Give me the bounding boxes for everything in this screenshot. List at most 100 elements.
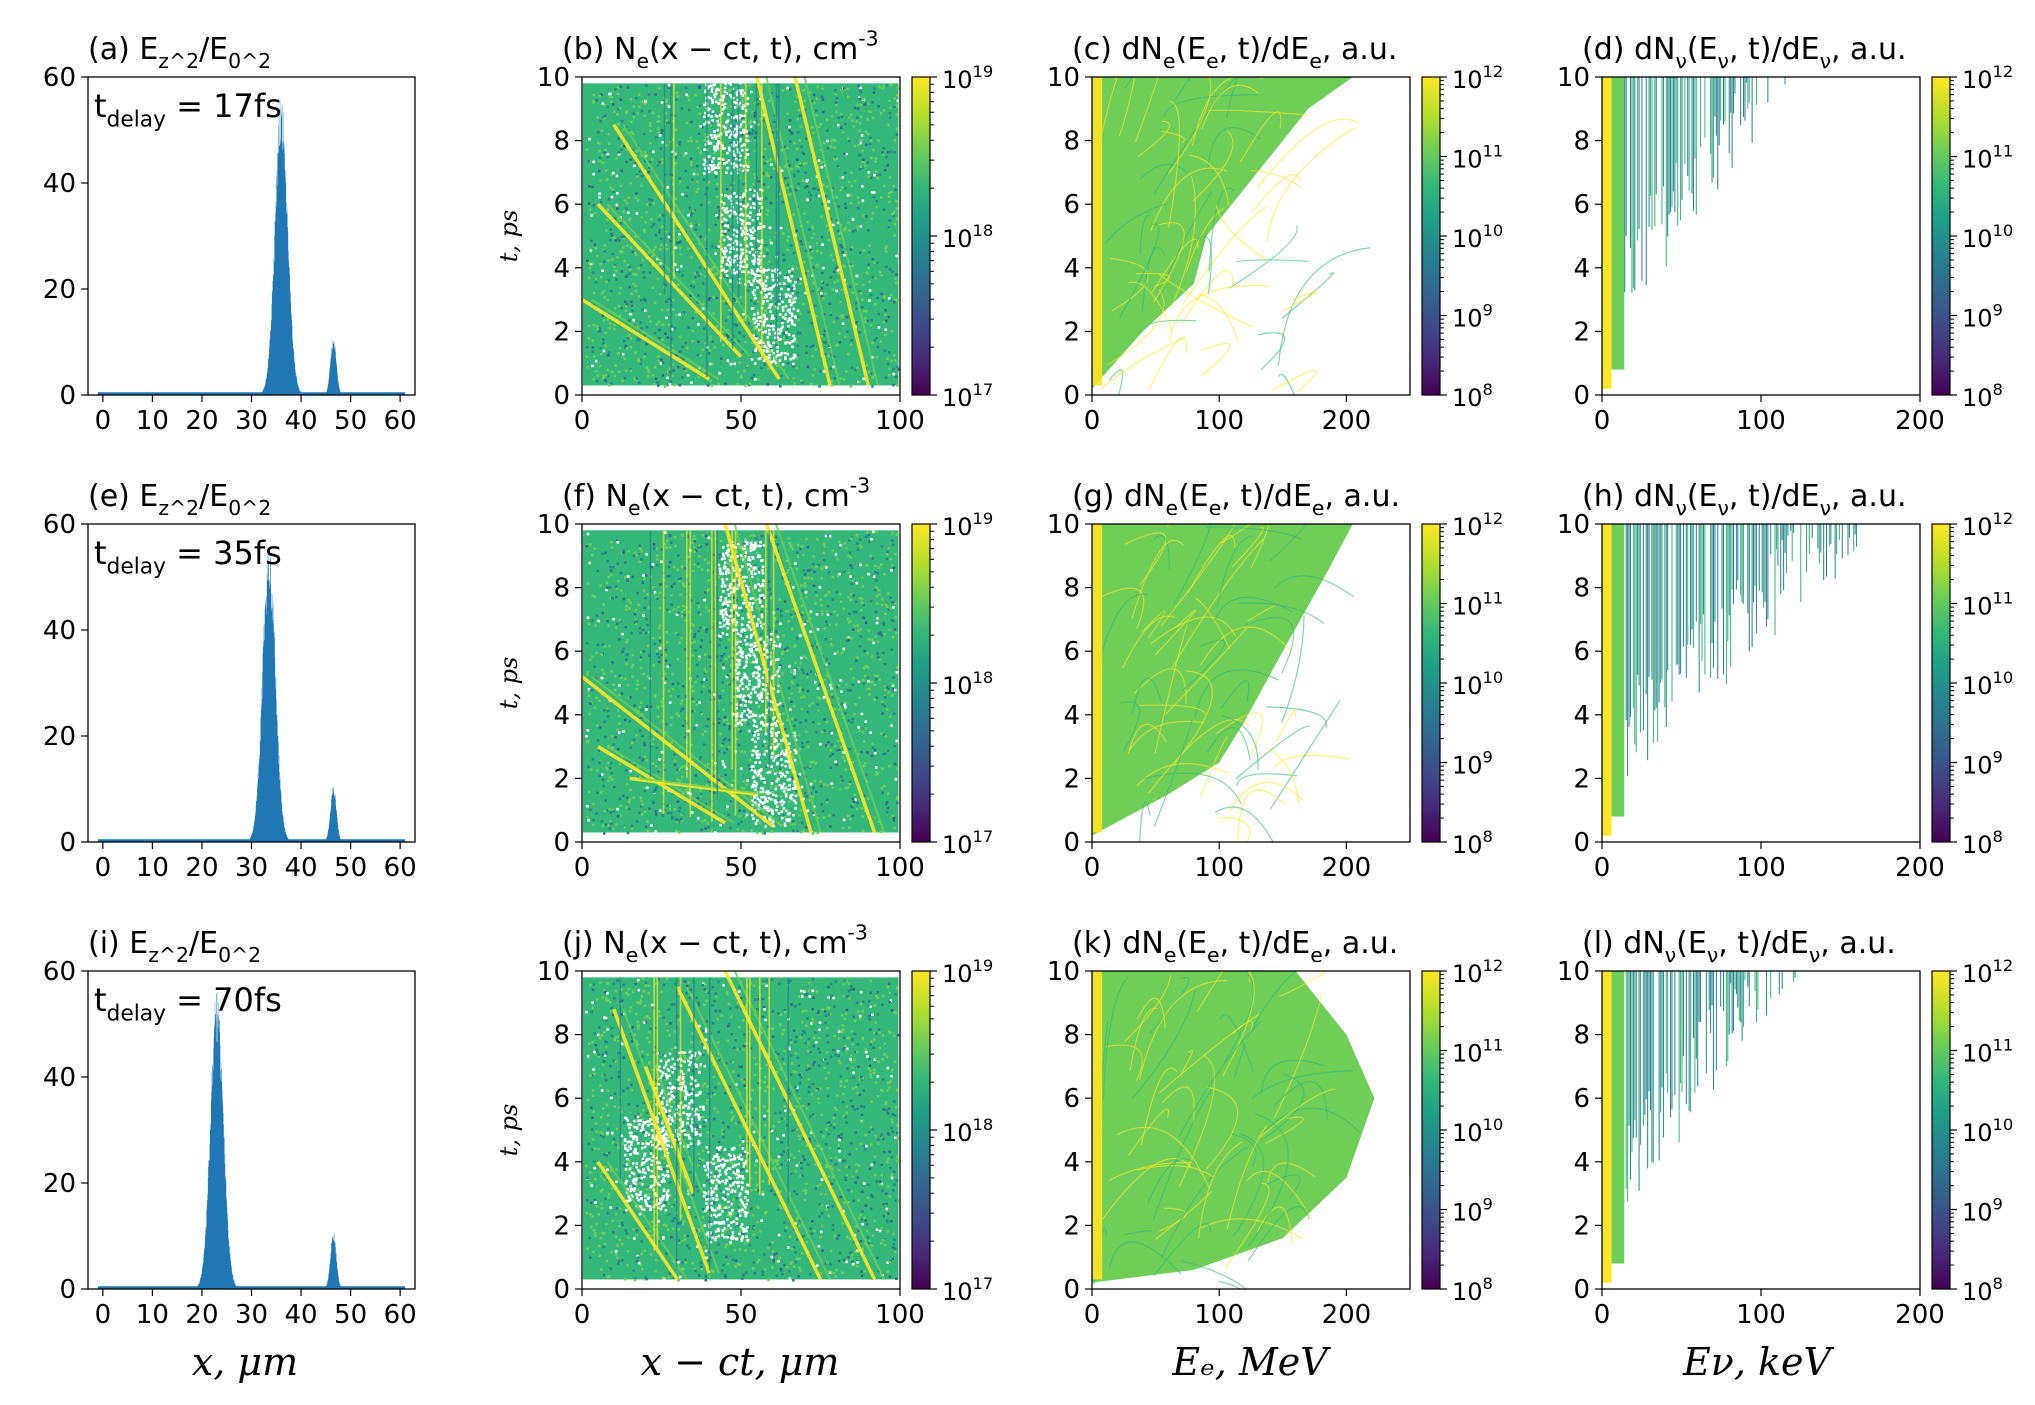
- plot-area-f: [582, 524, 899, 835]
- x-tick-label: 200: [1322, 406, 1372, 436]
- axes-frame-c: [1091, 76, 1411, 396]
- spectrum-low-energy-edge: [1092, 524, 1103, 833]
- plot-area-h: [1602, 524, 1858, 836]
- heatmap-g: [1092, 524, 1355, 842]
- y-tick-label: 4: [1573, 1148, 1590, 1178]
- y-tick-label: 6: [1063, 190, 1080, 220]
- y-tick-label: 2: [1573, 317, 1590, 347]
- colorbar-label: 109​: [1962, 748, 2003, 780]
- y-tick-label: 2: [553, 764, 570, 794]
- spectrum-low-energy-edge: [1092, 971, 1103, 1280]
- y-tick-label: 2: [1573, 1211, 1590, 1241]
- x-tick-label: 0: [95, 853, 112, 883]
- plot-area-c: [1092, 77, 1371, 395]
- density-voids: [702, 77, 798, 366]
- y-tick-label: 0: [59, 828, 76, 858]
- colorbar-label: 108​: [1962, 1274, 2003, 1306]
- panel-l: (l) dNν​(Eν​, t)/dEν​, a.u.1012​1011​101…: [1557, 926, 2013, 1330]
- x-tick-label: 40: [284, 406, 317, 436]
- neutrino-spikes: [1602, 77, 1786, 389]
- y-tick-label: 6: [1063, 637, 1080, 667]
- colorbar-label: 1019​: [942, 956, 993, 988]
- spectrum-region: [1092, 77, 1353, 389]
- y-tick-label: 6: [1573, 637, 1590, 667]
- y-tick-label: 2: [553, 317, 570, 347]
- y-tick-label: 60: [43, 510, 76, 540]
- panel-f: (f) Ne​(x − ct, t), cm-3​ 1019​ 1018​ 1017​…: [495, 474, 993, 884]
- colorbar-label: 1010​: [1452, 1115, 1503, 1147]
- neutrino-spikes: [1602, 971, 1797, 1283]
- axes-frame-g: [1091, 523, 1411, 843]
- y-tick-label: 2: [553, 1211, 570, 1241]
- x-tick-label: 0: [1084, 406, 1101, 436]
- y-tick-label: 8: [1573, 574, 1590, 604]
- y-tick-label: 0: [59, 1275, 76, 1305]
- x-tick-label: 100: [1736, 1300, 1786, 1330]
- x-tick-label: 20: [185, 1300, 218, 1330]
- histogram-i: [184, 992, 349, 1289]
- y-tick-label: 8: [1063, 1021, 1080, 1051]
- colorbar-j: 1019​ 1018​ 1017​: [911, 956, 993, 1306]
- y-tick-label: 8: [553, 1021, 570, 1051]
- colorbar-label: 1012​: [1962, 62, 2013, 94]
- colorbar-label: 109​: [1452, 301, 1493, 333]
- colorbar-label: 1019​: [942, 62, 993, 94]
- y-tick-label: 60: [43, 957, 76, 987]
- panel-k: (k) dNe​(Ee​, t)/dEe​, a.u.1012​1011​101…: [1047, 926, 1503, 1330]
- colorbar-label: 1011​: [1962, 589, 2013, 621]
- neutrino-spikes: [1602, 524, 1858, 836]
- y-tick-label: 2: [1063, 764, 1080, 794]
- x-axis-label-electron-energy: Eₑ, MeV: [1171, 1340, 1331, 1384]
- spectrum-texture: [1098, 77, 1371, 395]
- heatmap-j: [582, 971, 900, 1282]
- plot-area-g: [1092, 524, 1355, 842]
- y-tick-label: 10: [537, 510, 570, 540]
- colorbar-gradient: [1931, 523, 1951, 843]
- colorbar-label: 1011​: [1452, 589, 1503, 621]
- panel-c: (c) dNe​(Ee​, t)/dEe​, a.u.1012​1011​101…: [1047, 32, 1503, 436]
- x-tick-label: 200: [1322, 1300, 1372, 1330]
- axes-frame-h: [1601, 523, 1921, 843]
- y-tick-label: 8: [1063, 127, 1080, 157]
- plot-area-l: [1602, 971, 1797, 1283]
- y-tick-label: 0: [1573, 828, 1590, 858]
- colorbar-d: 1012​ 1011​ 1010​ 109​ 108​: [1931, 62, 2013, 412]
- y-tick-label: 0: [1573, 1275, 1590, 1305]
- colorbar-label: 1010​: [1962, 668, 2013, 700]
- x-axis-label-neutrino-energy: Eν, keV: [1682, 1340, 1835, 1384]
- colorbar-label: 1017​: [942, 827, 993, 859]
- x-tick-label: 100: [1736, 853, 1786, 883]
- x-axis-label-density: x − ct, μm: [641, 1340, 840, 1384]
- x-tick-label: 20: [185, 406, 218, 436]
- colorbar-label: 108​: [1962, 827, 2003, 859]
- y-tick-label: 8: [1573, 1021, 1590, 1051]
- x-tick-label: 0: [1594, 853, 1611, 883]
- x-tick-label: 10: [136, 1300, 169, 1330]
- y-tick-label: 2: [1063, 1211, 1080, 1241]
- y-tick-label: 40: [43, 169, 76, 199]
- x-tick-label: 10: [136, 853, 169, 883]
- y-tick-label: 10: [1557, 63, 1590, 93]
- y-tick-label: 10: [1047, 510, 1080, 540]
- colorbar-label: 1010​: [1452, 221, 1503, 253]
- density-streaks: [582, 77, 879, 386]
- plot-area-d: [1602, 77, 1786, 389]
- y-tick-label: 10: [537, 63, 570, 93]
- y-tick-label: 10: [1557, 957, 1590, 987]
- x-tick-label: 200: [1322, 853, 1372, 883]
- histogram-peak-2: [318, 786, 349, 842]
- colorbar-gradient: [1931, 76, 1951, 396]
- x-tick-label: 60: [384, 853, 417, 883]
- x-tick-label: 50: [724, 853, 757, 883]
- x-tick-label: 60: [384, 406, 417, 436]
- x-tick-label: 0: [95, 1300, 112, 1330]
- spectrum-texture: [1093, 971, 1361, 1289]
- axes-frame-l: [1601, 970, 1921, 1290]
- panel-title-b: (b) Ne​(x − ct, t), cm-3​: [562, 27, 879, 74]
- panel-j: (j) Ne​(x − ct, t), cm-3​ 1019​ 1018​ 1017​…: [495, 921, 993, 1331]
- y-tick-label: 4: [1063, 1148, 1080, 1178]
- x-tick-label: 30: [235, 1300, 268, 1330]
- x-tick-label: 200: [1895, 1300, 1945, 1330]
- axes-frame-d: [1601, 76, 1921, 396]
